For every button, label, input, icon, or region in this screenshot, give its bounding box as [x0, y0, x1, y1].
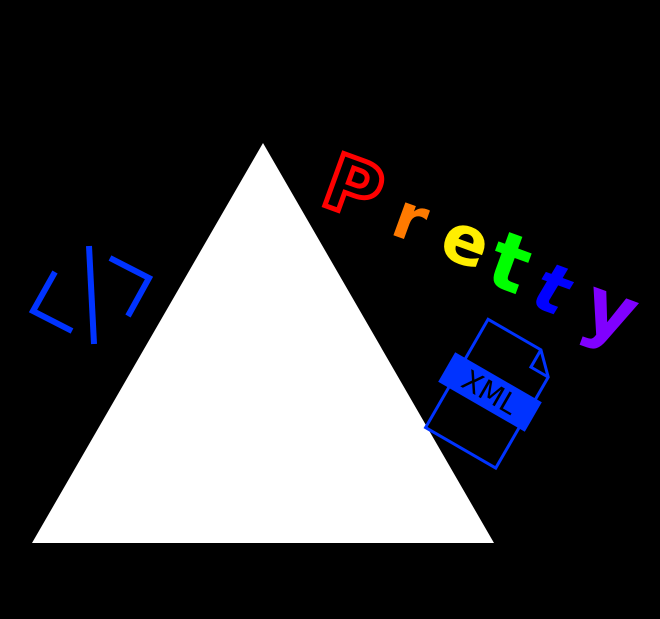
letter-p: P [312, 136, 395, 239]
letter-r: r [383, 179, 438, 259]
letter-t-2: t [523, 247, 583, 333]
letter-y: y [571, 259, 650, 361]
code-brackets-icon [28, 245, 154, 345]
white-triangle [32, 143, 494, 543]
